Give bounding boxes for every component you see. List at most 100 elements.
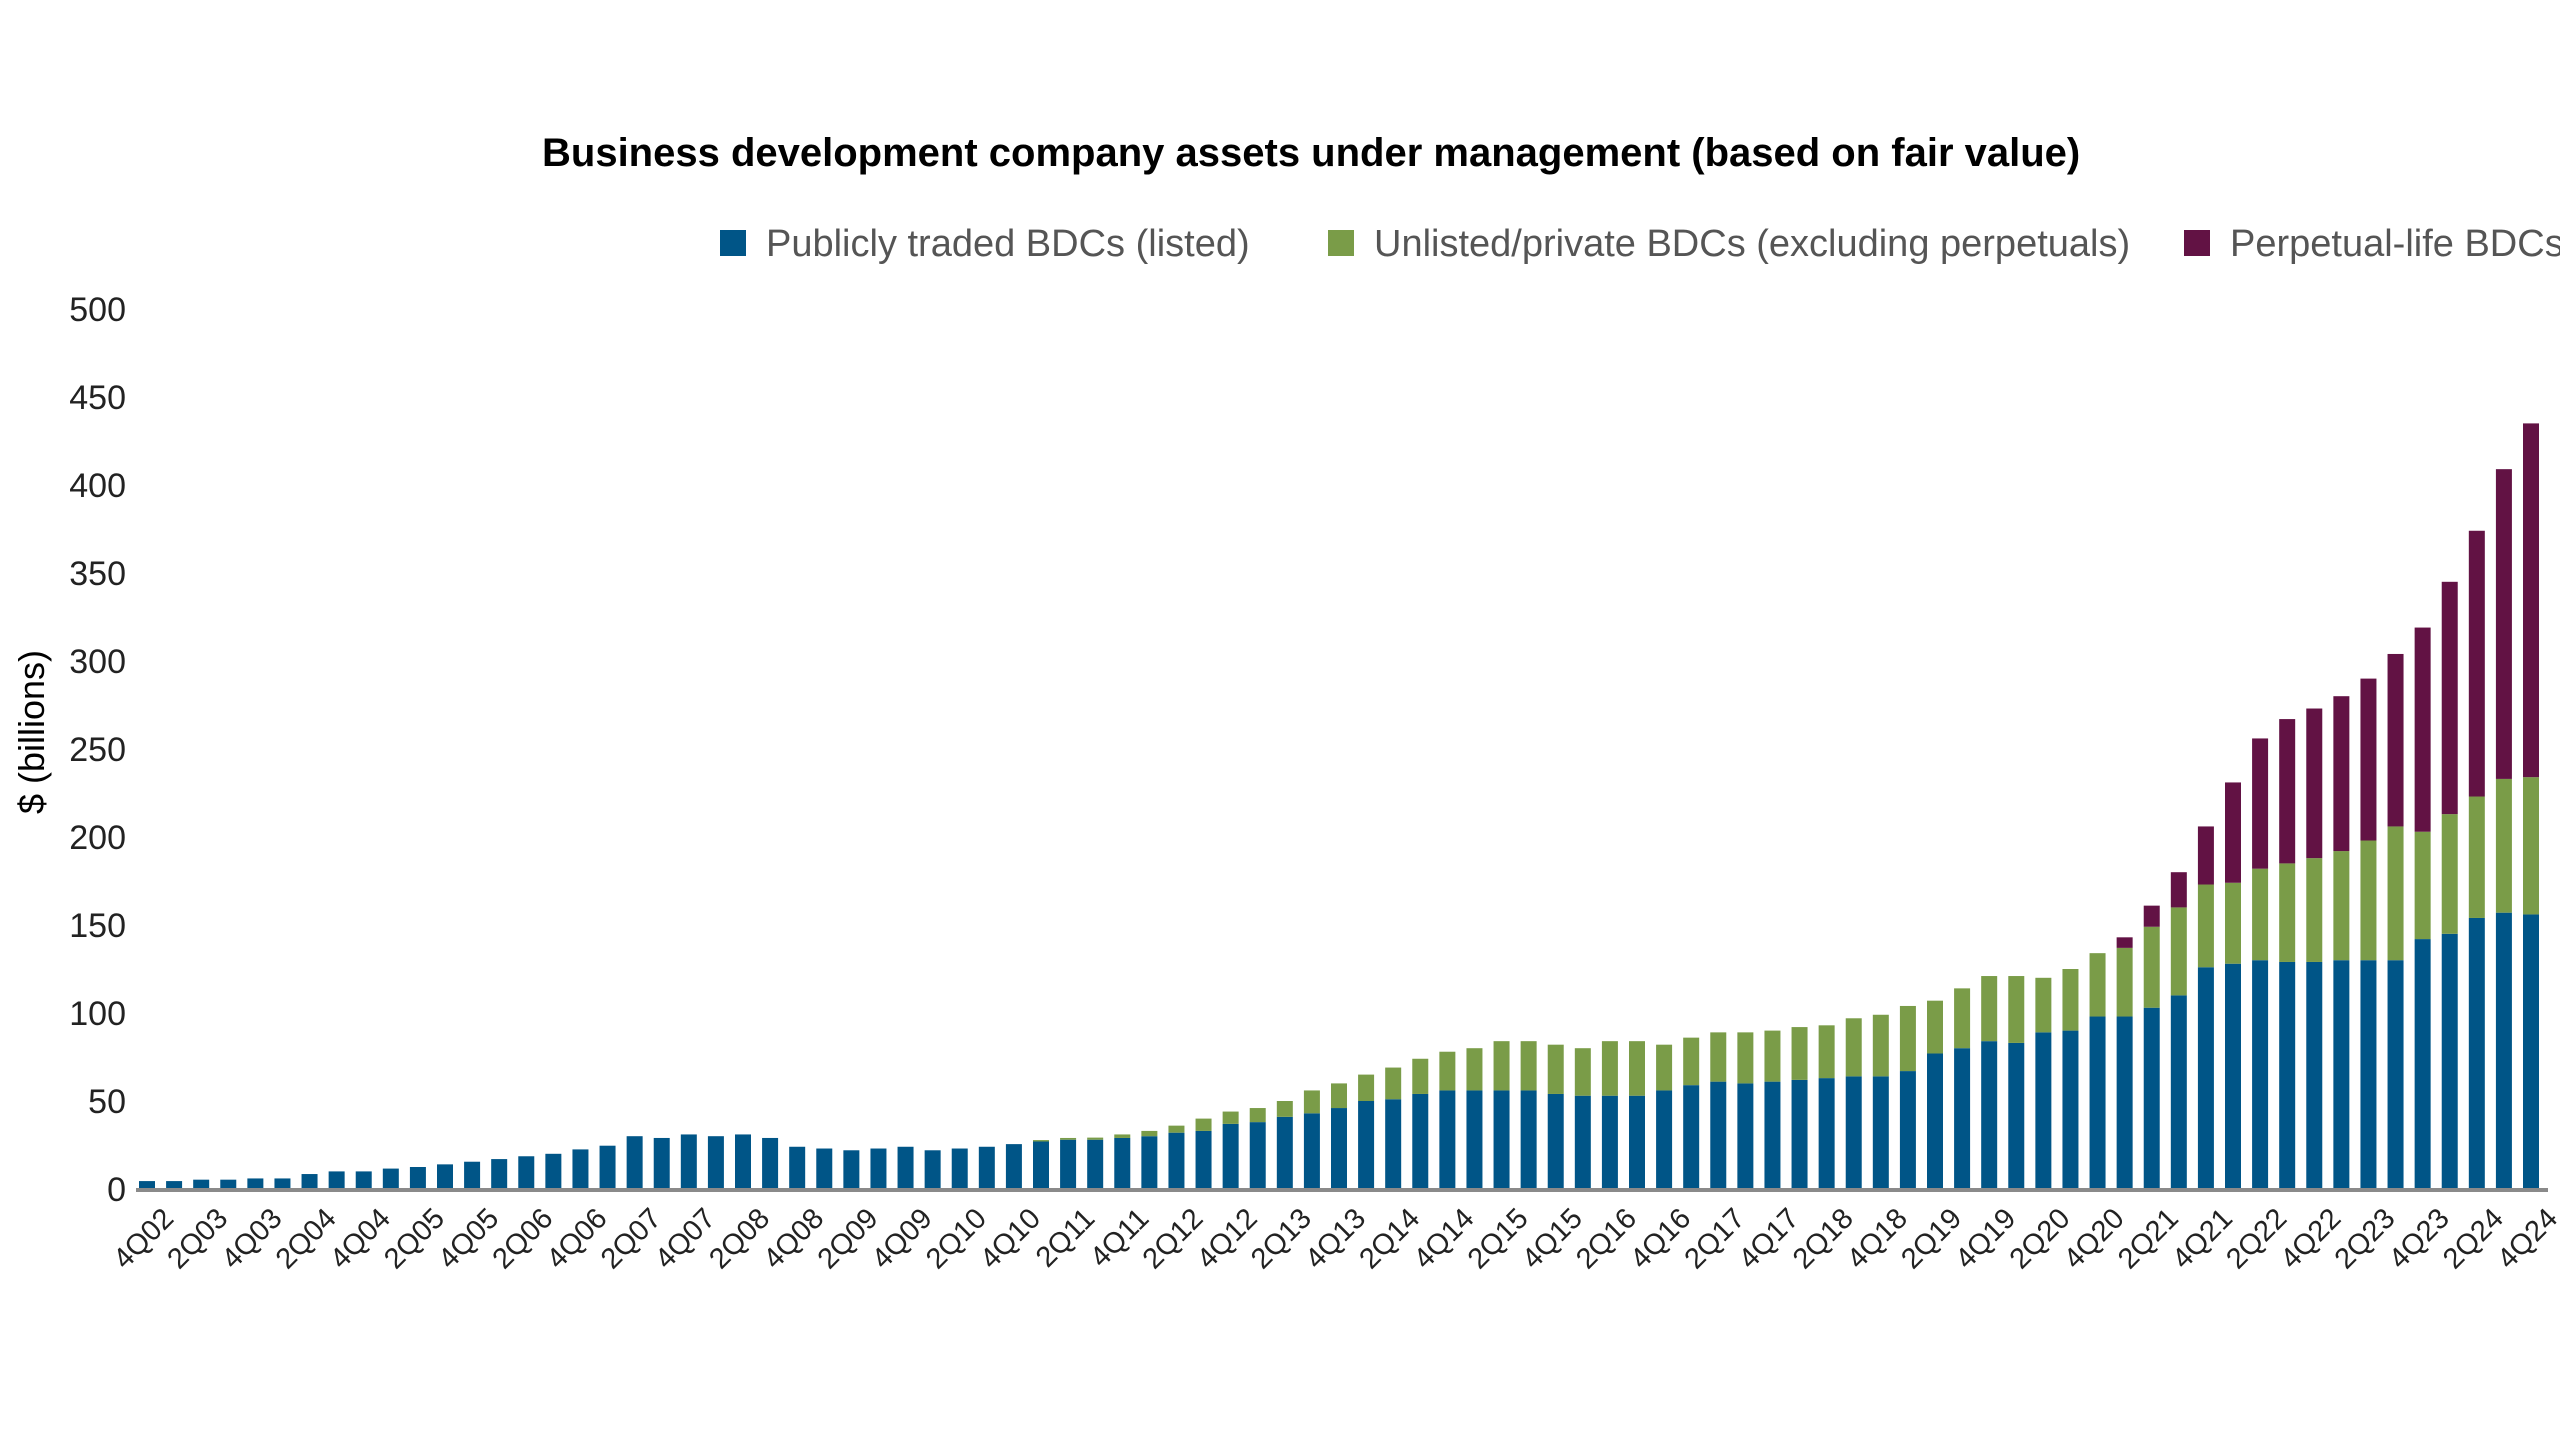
legend-item-perpetual: Perpetual-life BDCs (2184, 223, 2560, 265)
bar-publicly-4Q05 (464, 1161, 481, 1189)
bar-publicly-1Q23 (2333, 960, 2350, 1189)
bar-publicly-3Q06 (545, 1153, 562, 1189)
bar-unlisted-private-1Q24 (2441, 814, 2458, 934)
bar-publicly-4Q24 (2523, 914, 2539, 1189)
bar-publicly-2Q08 (735, 1134, 751, 1189)
bar-publicly-1Q14 (1358, 1101, 1375, 1189)
bar-unlisted-private-3Q13 (1303, 1090, 1320, 1114)
bar-publicly-4Q04 (355, 1171, 372, 1189)
bar-unlisted-private-3Q23 (2387, 826, 2404, 961)
bar-perpetual-life-2Q21 (2143, 905, 2160, 927)
bar-unlisted-private-2Q23 (2360, 840, 2377, 961)
bar-publicly-2Q07 (626, 1136, 643, 1189)
bar-publicly-3Q13 (1303, 1113, 1320, 1189)
bar-publicly-2Q16 (1601, 1095, 1618, 1189)
bar-unlisted-private-1Q21 (2116, 947, 2133, 1017)
y-tick-label: 100 (69, 995, 126, 1033)
x-tick-label: 4Q14 (1408, 1202, 1481, 1275)
bar-publicly-1Q24 (2441, 933, 2458, 1189)
bar-publicly-2Q09 (843, 1150, 860, 1189)
bar-unlisted-private-4Q24 (2523, 777, 2539, 915)
bar-publicly-4Q02 (139, 1181, 155, 1189)
bar-unlisted-private-2Q11 (1060, 1137, 1077, 1140)
x-tick-label: 4Q06 (541, 1202, 614, 1275)
bar-publicly-3Q17 (1737, 1083, 1754, 1189)
bar-unlisted-private-2Q15 (1493, 1041, 1510, 1091)
x-axis-ticks: 4Q022Q034Q032Q044Q042Q054Q052Q064Q062Q07… (107, 1202, 2560, 1275)
bar-publicly-3Q20 (2062, 1030, 2079, 1189)
x-tick-label: 2Q13 (1245, 1202, 1318, 1275)
bar-publicly-3Q11 (1087, 1139, 1104, 1189)
bar-unlisted-private-1Q11 (1033, 1140, 1049, 1142)
x-tick-label: 2Q05 (378, 1202, 451, 1275)
bar-publicly-2Q12 (1168, 1132, 1185, 1189)
bar-publicly-2Q20 (2035, 1032, 2052, 1189)
x-tick-label: 2Q17 (1679, 1202, 1752, 1275)
bar-publicly-4Q06 (572, 1149, 589, 1189)
bar-publicly-2Q05 (409, 1167, 426, 1189)
bar-unlisted-private-4Q18 (1872, 1014, 1889, 1077)
bar-perpetual-life-2Q22 (2252, 738, 2269, 869)
x-tick-label: 2Q08 (703, 1202, 776, 1275)
bar-unlisted-private-3Q14 (1412, 1058, 1429, 1094)
bar-publicly-1Q04 (274, 1178, 291, 1189)
bar-publicly-3Q12 (1195, 1130, 1212, 1189)
x-tick-label: 2Q09 (812, 1202, 885, 1275)
bar-unlisted-private-2Q21 (2143, 926, 2160, 1008)
y-tick-label: 300 (69, 643, 126, 681)
bar-publicly-4Q13 (1331, 1108, 1347, 1189)
x-tick-label: 4Q20 (2058, 1202, 2131, 1275)
bar-perpetual-life-3Q21 (2170, 872, 2187, 908)
bar-publicly-3Q14 (1412, 1093, 1429, 1189)
bar-unlisted-private-4Q12 (1222, 1111, 1239, 1124)
x-tick-label: 4Q18 (1841, 1202, 1914, 1275)
bar-unlisted-private-1Q18 (1791, 1027, 1808, 1080)
legend-swatch-perpetual (2184, 230, 2210, 256)
bar-perpetual-life-3Q24 (2495, 469, 2512, 779)
bar-perpetual-life-4Q22 (2306, 708, 2323, 859)
bar-publicly-4Q20 (2089, 1016, 2106, 1189)
bar-unlisted-private-3Q15 (1520, 1041, 1537, 1091)
bar-publicly-1Q16 (1574, 1095, 1591, 1189)
bar-unlisted-private-1Q14 (1358, 1074, 1375, 1101)
bar-perpetual-life-1Q23 (2333, 696, 2350, 852)
x-tick-label: 4Q24 (2491, 1202, 2560, 1275)
x-tick-label: 2Q10 (920, 1202, 993, 1275)
bar-unlisted-private-1Q16 (1574, 1048, 1591, 1096)
bar-publicly-3Q07 (653, 1137, 670, 1189)
y-axis-ticks: 0 50 100 150 200 250 300 350 400 450 500 (69, 291, 126, 1209)
bar-unlisted-private-4Q17 (1764, 1030, 1781, 1082)
bar-publicly-1Q12 (1141, 1136, 1158, 1189)
bar-unlisted-private-2Q12 (1168, 1125, 1185, 1133)
bar-unlisted-private-1Q22 (2225, 882, 2241, 964)
legend-item-unlisted: Unlisted/private BDCs (excluding perpetu… (1328, 223, 2130, 265)
bar-publicly-3Q16 (1629, 1095, 1645, 1189)
bar-publicly-3Q19 (1954, 1048, 1971, 1189)
bar-unlisted-private-1Q17 (1683, 1037, 1700, 1086)
bar-perpetual-life-4Q21 (2197, 826, 2214, 885)
y-tick-label: 500 (69, 291, 126, 329)
x-tick-label: 2Q22 (2220, 1202, 2293, 1275)
bar-unlisted-private-4Q23 (2414, 831, 2431, 940)
x-tick-label: 2Q06 (487, 1202, 560, 1275)
bar-publicly-2Q03 (193, 1179, 210, 1189)
bar-publicly-3Q22 (2279, 961, 2296, 1189)
x-tick-label: 4Q13 (1299, 1202, 1372, 1275)
bar-unlisted-private-4Q19 (1981, 976, 1998, 1042)
x-tick-label: 2Q18 (1787, 1202, 1860, 1275)
x-tick-label: 4Q19 (1949, 1202, 2022, 1275)
bar-unlisted-private-4Q11 (1114, 1134, 1131, 1138)
y-tick-label: 150 (69, 907, 126, 945)
x-tick-label: 4Q07 (649, 1202, 722, 1275)
bar-unlisted-private-4Q22 (2306, 858, 2323, 962)
x-tick-label: 2Q21 (2112, 1202, 2185, 1275)
bar-publicly-2Q21 (2143, 1007, 2160, 1189)
bar-publicly-2Q17 (1710, 1081, 1727, 1189)
bar-publicly-3Q03 (220, 1179, 237, 1189)
bar-publicly-3Q10 (978, 1146, 995, 1189)
bar-publicly-2Q14 (1385, 1099, 1402, 1189)
x-tick-label: 4Q16 (1624, 1202, 1697, 1275)
x-tick-label: 4Q08 (757, 1202, 830, 1275)
x-tick-label: 4Q17 (1733, 1202, 1806, 1275)
